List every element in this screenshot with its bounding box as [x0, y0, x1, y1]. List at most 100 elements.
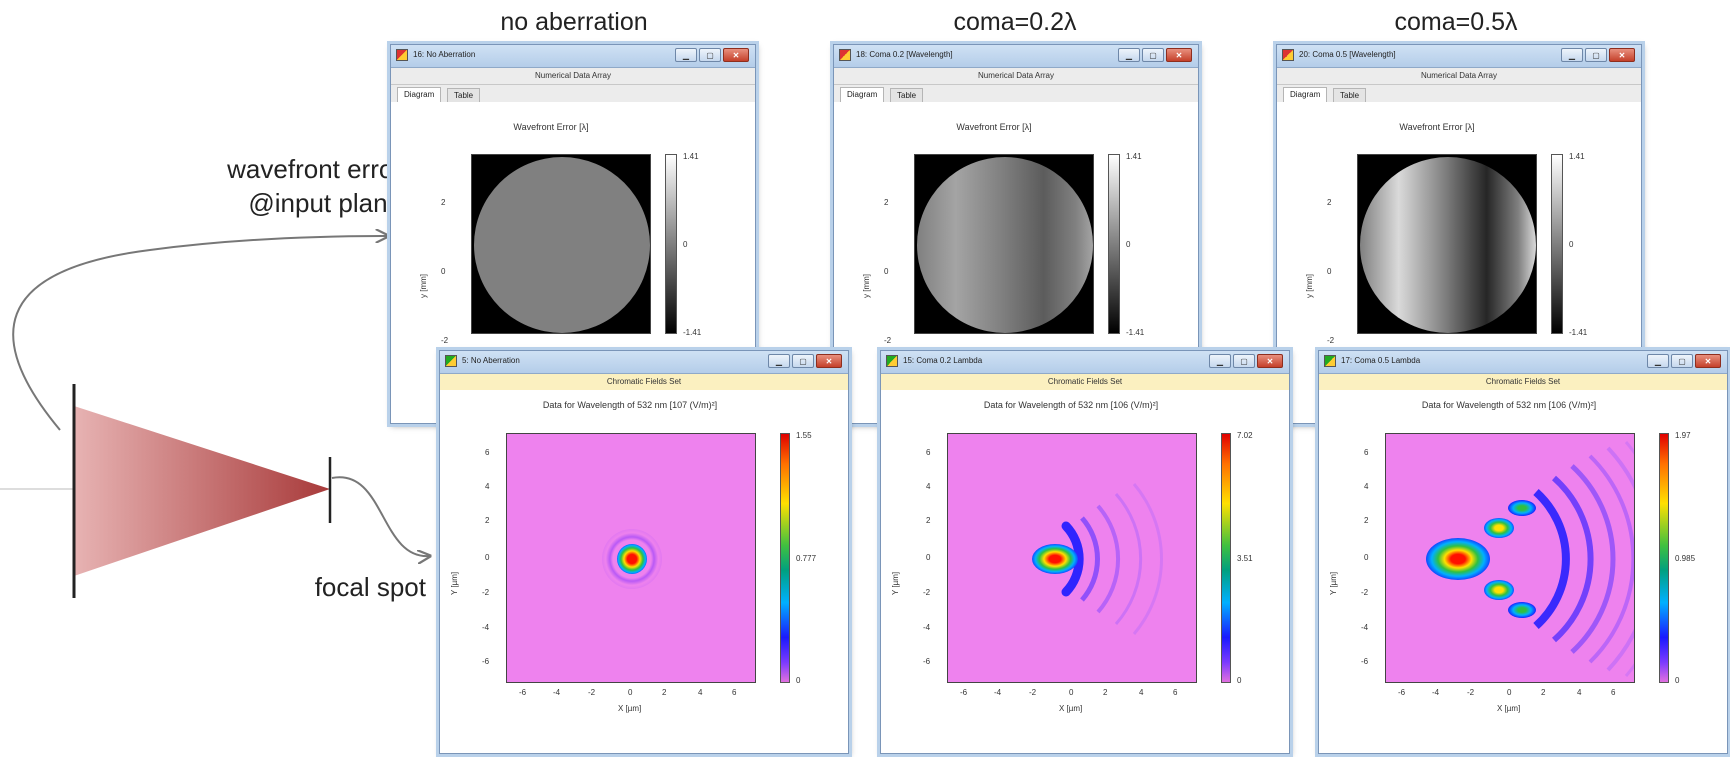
window-subheader: Chromatic Fields Set [881, 374, 1289, 391]
column-title-no-aberration: no aberration [500, 8, 648, 36]
y-tick: -4 [482, 623, 490, 632]
y-tick: -2 [482, 588, 490, 597]
window-title: 20: Coma 0.5 [Wavelength] [1299, 50, 1396, 59]
window-titlebar[interactable]: 17: Coma 0.5 Lambda ▁ ▢ ✕ [1319, 351, 1727, 374]
focal-window-coma-0-5[interactable]: 17: Coma 0.5 Lambda ▁ ▢ ✕ Chromatic Fiel… [1318, 350, 1728, 754]
x-tick: 6 [1173, 688, 1178, 697]
tab-table[interactable]: Table [1333, 88, 1367, 103]
x-tick: 2 [1541, 688, 1546, 697]
plot-title: Data for Wavelength of 532 nm [106 (V/m)… [983, 400, 1159, 410]
y-tick: -6 [482, 657, 490, 666]
plot-title: Data for Wavelength of 532 nm [107 (V/m)… [542, 400, 718, 410]
x-axis-label: X [µm] [1497, 704, 1521, 713]
colorbar-max: 7.02 [1237, 431, 1253, 440]
x-tick: 6 [732, 688, 737, 697]
colorbar-mid: 0 [1569, 240, 1574, 249]
colorbar-max: 1.41 [1569, 152, 1585, 161]
side-lobe-lower [1484, 580, 1514, 600]
x-axis-label: X [µm] [618, 704, 642, 713]
y-tick: -2 [441, 336, 449, 345]
minimize-button[interactable]: ▁ [1118, 48, 1140, 62]
tab-diagram[interactable]: Diagram [397, 87, 442, 103]
tab-diagram[interactable]: Diagram [1283, 87, 1328, 103]
y-tick: -6 [923, 657, 931, 666]
window-title: 15: Coma 0.2 Lambda [903, 356, 983, 365]
minimize-button[interactable]: ▁ [675, 48, 697, 62]
close-button[interactable]: ✕ [1166, 48, 1192, 62]
maximize-button[interactable]: ▢ [1585, 48, 1607, 62]
colorbar-min: 0 [1675, 676, 1680, 685]
minimize-button[interactable]: ▁ [1647, 354, 1669, 368]
window-titlebar[interactable]: 5: No Aberration ▁ ▢ ✕ [440, 351, 848, 374]
close-button[interactable]: ✕ [723, 48, 749, 62]
y-tick: -2 [1361, 588, 1369, 597]
colorbar-max: 1.55 [796, 431, 812, 440]
maximize-button[interactable]: ▢ [699, 48, 721, 62]
minimize-button[interactable]: ▁ [768, 354, 790, 368]
wavefront-error-label: wavefront error @input plane [130, 152, 402, 220]
central-spot [1032, 544, 1078, 574]
x-tick: 0 [1069, 688, 1074, 697]
app-icon [1282, 49, 1294, 61]
y-tick: 4 [485, 482, 490, 491]
plot-title: Wavefront Error [λ] [1399, 122, 1475, 132]
x-tick: -2 [1029, 688, 1037, 697]
window-titlebar[interactable]: 16: No Aberration ▁ ▢ ✕ [391, 45, 755, 68]
close-button[interactable]: ✕ [1695, 354, 1721, 368]
app-icon [445, 355, 457, 367]
window-titlebar[interactable]: 18: Coma 0.2 [Wavelength] ▁ ▢ ✕ [834, 45, 1198, 68]
diagram-panel: Data for Wavelength of 532 nm [106 (V/m)… [881, 390, 1289, 753]
focal-window-no-aberration[interactable]: 5: No Aberration ▁ ▢ ✕ Chromatic Fields … [439, 350, 849, 754]
x-tick: -2 [1467, 688, 1475, 697]
side-lobe-upper-outer [1508, 500, 1536, 516]
window-title: 18: Coma 0.2 [Wavelength] [856, 50, 953, 59]
y-tick: 2 [926, 516, 931, 525]
colorbar [1108, 154, 1120, 334]
y-tick: 0 [485, 553, 490, 562]
coma-arcs [1061, 483, 1163, 635]
y-tick: -2 [1327, 336, 1335, 345]
wavefront-arrow [12, 236, 388, 431]
colorbar-min: 0 [1237, 676, 1242, 685]
close-button[interactable]: ✕ [1257, 354, 1283, 368]
x-axis-label: X [µm] [1059, 704, 1083, 713]
window-titlebar[interactable]: 20: Coma 0.5 [Wavelength] ▁ ▢ ✕ [1277, 45, 1641, 68]
app-icon [839, 49, 851, 61]
y-tick: -4 [1361, 623, 1369, 632]
y-tick: 2 [485, 516, 490, 525]
x-tick: 2 [1103, 688, 1108, 697]
window-subheader: Numerical Data Array [391, 68, 755, 85]
colorbar-max: 1.41 [683, 152, 699, 161]
y-tick: 6 [485, 448, 490, 457]
maximize-button[interactable]: ▢ [792, 354, 814, 368]
maximize-button[interactable]: ▢ [1142, 48, 1164, 62]
colorbar-max: 1.41 [1126, 152, 1142, 161]
focal-window-coma-0-2[interactable]: 15: Coma 0.2 Lambda ▁ ▢ ✕ Chromatic Fiel… [880, 350, 1290, 754]
x-tick: 0 [628, 688, 633, 697]
x-tick: -6 [960, 688, 968, 697]
coma-arcs [1533, 441, 1634, 677]
tab-diagram[interactable]: Diagram [840, 87, 885, 103]
y-axis-label: Y [µm] [1329, 571, 1338, 595]
close-button[interactable]: ✕ [1609, 48, 1635, 62]
tab-table[interactable]: Table [447, 88, 481, 103]
maximize-button[interactable]: ▢ [1671, 354, 1693, 368]
y-tick: -2 [923, 588, 931, 597]
colorbar-mid: 0.985 [1675, 554, 1696, 563]
close-button[interactable]: ✕ [816, 354, 842, 368]
maximize-button[interactable]: ▢ [1233, 354, 1255, 368]
minimize-button[interactable]: ▁ [1209, 354, 1231, 368]
y-tick: 0 [1364, 553, 1369, 562]
window-titlebar[interactable]: 15: Coma 0.2 Lambda ▁ ▢ ✕ [881, 351, 1289, 374]
plot-title: Wavefront Error [λ] [513, 122, 589, 132]
side-lobe-upper [1484, 518, 1514, 538]
y-tick: 4 [926, 482, 931, 491]
focal-spot-label: focal spot [314, 572, 426, 602]
minimize-button[interactable]: ▁ [1561, 48, 1583, 62]
plot-title: Wavefront Error [λ] [956, 122, 1032, 132]
y-tick: 2 [441, 198, 446, 207]
tab-table[interactable]: Table [890, 88, 924, 103]
colorbar-min: -1.41 [1569, 328, 1588, 337]
y-tick: 2 [1327, 198, 1332, 207]
colorbar-mid: 0 [683, 240, 688, 249]
